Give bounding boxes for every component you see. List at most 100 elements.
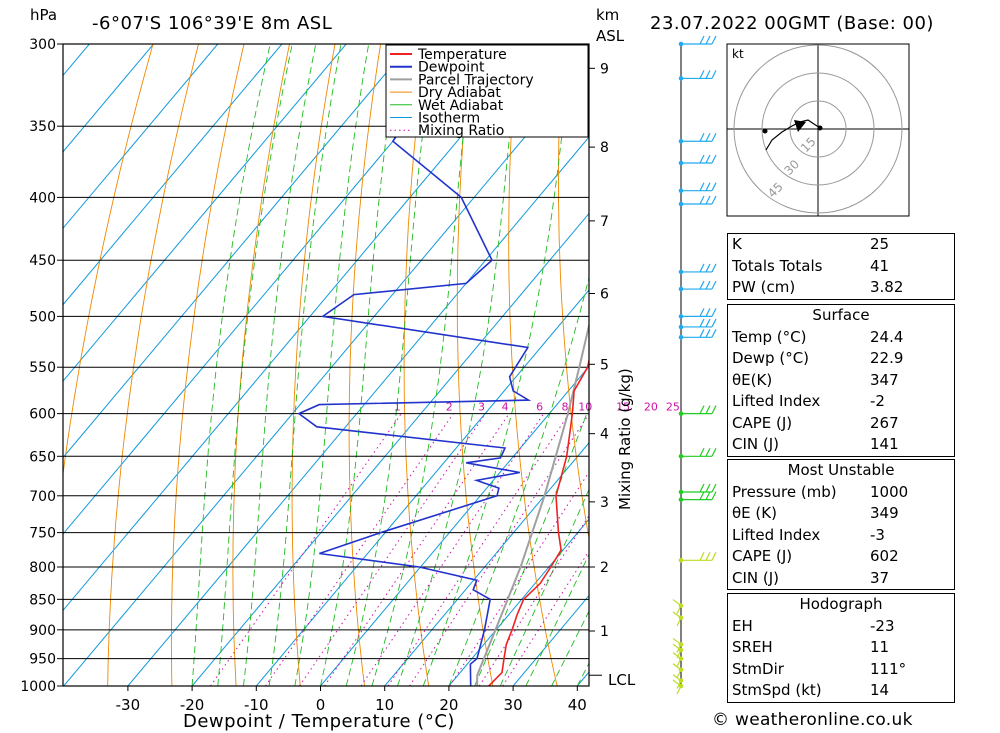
isotherm-line [255, 289, 589, 686]
hodograph-ring [789, 100, 847, 158]
pressure-axis: 300 350 400 450 500 550 600 650 700 750 800 850 900 9… [20, 37, 63, 695]
hodograph-start-marker [817, 125, 823, 131]
wind-barb-dot [678, 335, 684, 340]
index-label: K [732, 235, 742, 253]
km-tick-label: 5 [600, 357, 609, 373]
wind-barb-dot [678, 647, 684, 653]
legend-entry: Dry Adiabat [418, 85, 501, 101]
km-tick-label: 1 [600, 624, 609, 640]
legend-entry: Dewpoint [418, 60, 485, 76]
hodo-row: StmDir 111° [728, 659, 954, 681]
wind-barb-dot [678, 615, 684, 621]
wind-barb-dot [678, 411, 684, 416]
mixing-ratio-label: 25 [666, 401, 680, 414]
index-label: PW (cm) [732, 278, 796, 296]
legend-entry: Mixing Ratio [418, 123, 504, 139]
hodograph-storm-marker [762, 128, 768, 134]
wind-barb-dot [678, 642, 684, 647]
surface-row: Lifted Index -2 [728, 391, 954, 413]
wind-barb-dot [678, 269, 684, 275]
copyright-footer[interactable]: © weatheronline.co.uk [712, 710, 913, 730]
isotherm-line [63, 44, 475, 535]
surface-row: CAPE (J) 267 [728, 413, 954, 435]
mu-value: 349 [870, 504, 899, 522]
mixing-ratio-line [360, 413, 545, 686]
index-row: K 25 [728, 234, 954, 256]
km-tick-label: 6 [600, 287, 609, 303]
isotherm-line [63, 44, 219, 230]
isotherm-line [320, 365, 589, 686]
most-unstable-table: Most Unstable Pressure (mb) 1000 θE (K) 34… [727, 459, 955, 590]
hodo-value: 11 [870, 638, 890, 656]
wind-barb-dot [678, 603, 684, 608]
wind-barb-dot [678, 667, 684, 673]
surface-row: Dewp (°C) 22.9 [728, 348, 954, 370]
datetime-title: 23.07.2022 00GMT (Base: 00) [650, 13, 934, 34]
surface-table: Surface Temp (°C) 24.4 Dewp (°C) 22.9 θE(K… [727, 304, 955, 457]
hodo-row: SREH 11 [728, 637, 954, 659]
pressure-tick-label: 800 [29, 560, 56, 576]
wind-barb-dot [678, 497, 684, 502]
wind-barb-dot [678, 188, 684, 193]
temperature-tick-label: 40 [568, 696, 587, 714]
mixing-ratio-label: 1 [394, 401, 401, 414]
pressure-tick-label: 350 [29, 119, 56, 135]
hodo-label: StmSpd (kt) [732, 681, 822, 699]
mixing-ratio-label: 10 [578, 401, 592, 414]
index-value: 41 [870, 256, 890, 275]
isotherm-line [127, 136, 589, 686]
wet-adiabat-line [217, 44, 293, 686]
km-label: km [596, 6, 619, 24]
isotherm-line [63, 44, 411, 459]
wind-barb [681, 70, 717, 80]
pressure-tick-label: 300 [29, 37, 56, 53]
mu-value: 1000 [870, 482, 909, 501]
km-tick-label: 7 [600, 214, 609, 230]
parcel-trajectory-line [476, 321, 589, 686]
km-tick-label: 9 [600, 61, 609, 77]
most-unstable-title: Most Unstable [787, 461, 895, 479]
mu-row: Lifted Index -3 [728, 525, 954, 547]
plot-frame [62, 43, 590, 687]
indices-table: K 25 Totals Totals 41 PW (cm) 3.82 [727, 233, 955, 300]
temperature-tick-label: -10 [244, 696, 269, 714]
wind-barbs [672, 35, 717, 695]
km-tick-label: 4 [600, 427, 609, 443]
dry-adiabat-line [107, 44, 199, 686]
mixing-ratio-line [210, 413, 402, 686]
temperature-tick-label: -30 [116, 696, 141, 714]
mu-row: θE (K) 349 [728, 503, 954, 525]
wind-barb-dot [678, 76, 684, 81]
wind-barb-dot [678, 489, 684, 495]
km-tick-label: 3 [600, 495, 609, 511]
mu-label: CAPE (J) [732, 547, 793, 565]
surface-value: 22.9 [870, 349, 904, 367]
pressure-tick-label: 950 [29, 652, 56, 668]
wind-barb-dot [678, 324, 684, 330]
legend-box [385, 44, 589, 138]
pressure-tick-label: 450 [29, 253, 56, 269]
surface-value: -2 [870, 392, 885, 410]
wind-barb [681, 263, 717, 273]
wet-adiabat-line [191, 44, 271, 686]
index-row: Totals Totals 41 [728, 256, 954, 278]
surface-value: 24.4 [870, 327, 904, 346]
hpa-label: hPa [30, 6, 57, 24]
mu-value: 37 [870, 568, 890, 587]
isotherm-line [63, 44, 283, 306]
mu-label: Lifted Index [732, 525, 821, 544]
legend-entry: Temperature [417, 47, 507, 63]
wind-barb-dot [678, 41, 684, 47]
mixing-ratio-label: 8 [562, 401, 569, 414]
wind-barb [681, 448, 717, 457]
wind-barb [681, 483, 717, 493]
temperature-tick-label: 30 [504, 696, 523, 714]
surface-label: Dewp (°C) [732, 349, 810, 367]
pressure-tick-label: 750 [29, 526, 56, 542]
isotherm-line [448, 518, 589, 686]
mixing-ratio-label: 20 [644, 401, 658, 414]
mu-value: 602 [870, 547, 899, 565]
isotherm-line [63, 59, 589, 686]
km-tick-label: 2 [600, 560, 609, 576]
mu-label: CIN (J) [732, 568, 780, 587]
